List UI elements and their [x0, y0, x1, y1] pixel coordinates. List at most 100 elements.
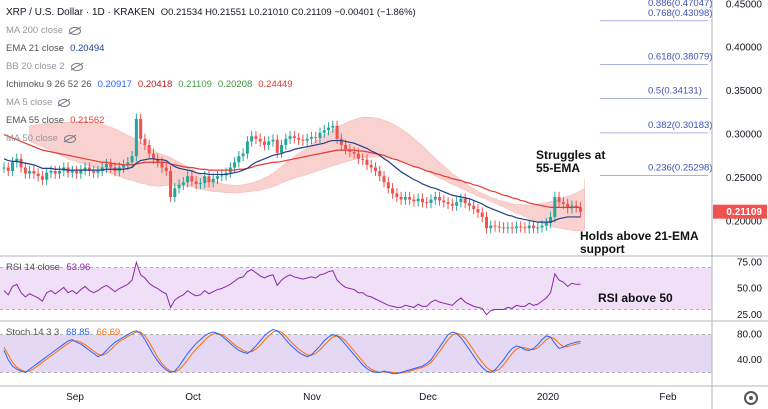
- candle: [292, 131, 296, 144]
- candle: [361, 153, 365, 165]
- candle: [262, 136, 266, 151]
- candle-body: [173, 188, 177, 197]
- candle: [2, 162, 6, 173]
- candle-body: [207, 176, 211, 183]
- candle: [429, 194, 433, 209]
- price-tick: 0.30000: [726, 130, 763, 141]
- candle-body: [241, 153, 245, 157]
- candle-body: [11, 162, 15, 171]
- candle: [331, 120, 335, 133]
- candle: [301, 134, 305, 146]
- candle-body: [557, 196, 561, 203]
- candle: [143, 133, 147, 151]
- candle-body: [147, 144, 151, 154]
- candle: [147, 139, 151, 159]
- candle: [438, 191, 442, 206]
- candle-body: [83, 167, 87, 171]
- candle-body: [70, 170, 74, 173]
- rsi-tick: 50.00: [737, 284, 762, 295]
- ichimoku-cloud: [29, 116, 585, 232]
- candle: [207, 170, 211, 188]
- candle-body: [378, 170, 382, 177]
- candle: [190, 170, 194, 187]
- candle-body: [540, 225, 544, 228]
- candle-body: [130, 156, 134, 163]
- candle: [32, 165, 36, 179]
- candle: [395, 188, 399, 203]
- candle-body: [53, 170, 57, 174]
- candle: [373, 162, 377, 177]
- candle-body: [79, 170, 83, 174]
- legend-row-bb-20-close-2[interactable]: BB 20 close 2: [6, 58, 416, 76]
- candle: [446, 196, 450, 210]
- candle-body: [233, 162, 237, 168]
- candle: [109, 158, 113, 173]
- candle-body: [164, 167, 168, 171]
- candle: [169, 165, 173, 203]
- candle-body: [122, 164, 126, 168]
- candle-body: [181, 182, 185, 185]
- legend-row-ma-5-close[interactable]: MA 5 close: [6, 94, 416, 112]
- candle: [271, 134, 275, 147]
- legend-row-ma-200-close[interactable]: MA 200 close: [6, 22, 416, 40]
- candle-body: [497, 226, 501, 228]
- candle: [489, 220, 493, 234]
- candle-body: [476, 209, 480, 213]
- candle-body: [403, 196, 407, 200]
- candle: [156, 153, 160, 168]
- candle: [280, 139, 284, 158]
- candle-body: [75, 170, 79, 174]
- stoch-k-value: 68.85: [66, 327, 90, 338]
- legend-row-ema-55-close[interactable]: EMA 55 close 0.21562: [6, 112, 416, 130]
- candle-body: [139, 118, 143, 139]
- candle-body: [237, 156, 241, 163]
- candle: [45, 167, 49, 185]
- legend-row-ma-50-close[interactable]: MA 50 close: [6, 130, 416, 148]
- candle: [151, 148, 155, 165]
- indicator-label: BB 20 close 2: [6, 61, 65, 72]
- candle: [194, 176, 198, 190]
- candle: [536, 222, 540, 234]
- candle-body: [391, 188, 395, 194]
- gear-icon[interactable]: [744, 391, 758, 405]
- candle: [574, 200, 578, 213]
- candle-body: [327, 127, 331, 131]
- candle: [480, 207, 484, 223]
- candle-body: [361, 158, 365, 160]
- candle: [23, 162, 27, 179]
- eye-hidden-icon[interactable]: [70, 63, 83, 71]
- candle: [425, 196, 429, 209]
- eye-hidden-icon[interactable]: [69, 27, 82, 35]
- candle-body: [322, 130, 326, 133]
- candle: [510, 222, 514, 234]
- legend-row-ichimoku-9-26-52-26[interactable]: Ichimoku 9 26 52 26 0.20917 0.20418 0.21109…: [6, 76, 416, 94]
- candle: [314, 131, 318, 144]
- candle: [139, 113, 143, 145]
- candle-body: [446, 202, 450, 204]
- eye-hidden-icon[interactable]: [63, 135, 76, 143]
- candle-body: [514, 226, 518, 229]
- candle: [241, 148, 245, 162]
- candle-body: [156, 158, 160, 163]
- candle-body: [438, 196, 442, 201]
- stoch-label: Stoch 14 3 3: [6, 327, 60, 338]
- candle-body: [160, 162, 164, 168]
- candle: [450, 198, 454, 211]
- candle-body: [510, 227, 514, 229]
- eye-hidden-icon[interactable]: [58, 99, 71, 107]
- indicator-label: MA 50 close: [6, 133, 58, 144]
- candle: [58, 165, 62, 179]
- legend-row-ema-21-close[interactable]: EMA 21 close 0.20494: [6, 40, 416, 58]
- candle-body: [220, 175, 224, 177]
- candle: [459, 193, 463, 208]
- candle-body: [267, 141, 271, 145]
- candle-body: [531, 225, 535, 229]
- candle: [463, 193, 467, 209]
- candle: [531, 220, 535, 234]
- candle: [352, 146, 356, 159]
- candle-body: [40, 176, 44, 180]
- stoch-tick: 40.00: [737, 355, 762, 366]
- price-tick: 0.25000: [726, 173, 763, 184]
